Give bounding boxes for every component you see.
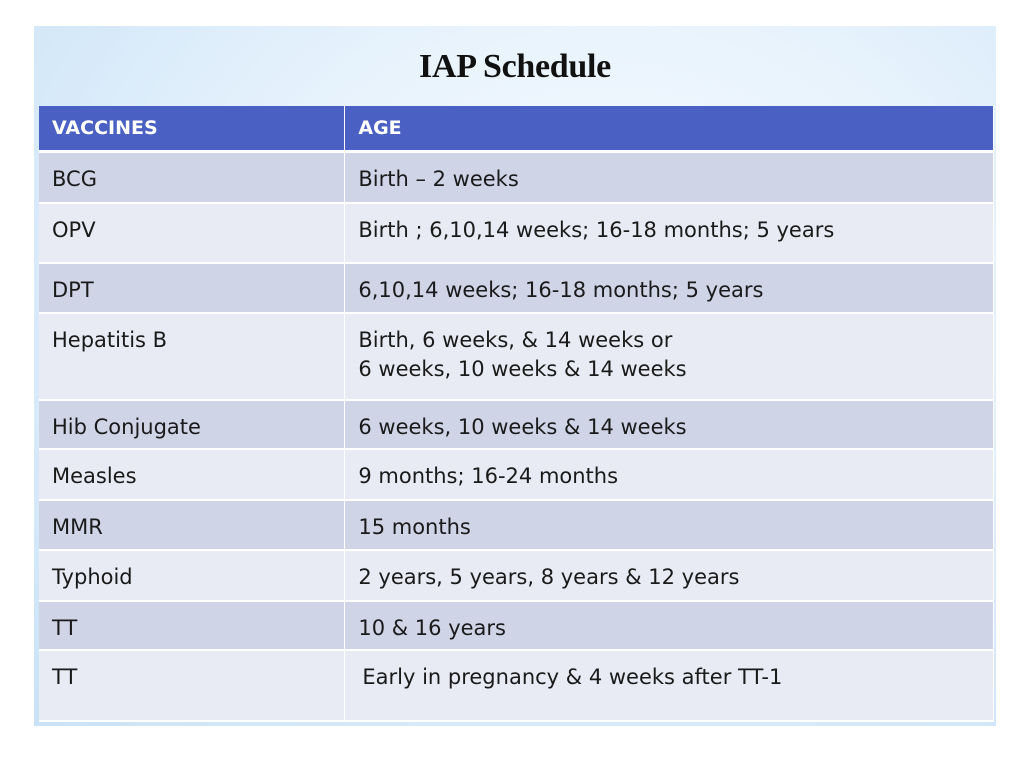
slide: IAP Schedule VACCINES AGE BCG Birth – 2 … <box>34 26 996 726</box>
table-row: TT 10 & 16 years <box>39 601 994 651</box>
age-line: 15 months <box>358 515 471 539</box>
vaccine-cell: DPT <box>39 263 346 314</box>
age-line: 6 weeks, 10 weeks & 14 weeks <box>358 415 687 439</box>
age-line: Birth – 2 weeks <box>358 167 519 191</box>
vaccine-cell: OPV <box>39 203 346 264</box>
age-line: 9 months; 16-24 months <box>358 464 619 488</box>
age-line: 10 & 16 years <box>358 616 506 640</box>
table-row: TT Early in pregnancy & 4 weeks after TT… <box>39 650 994 722</box>
age-cell: Birth, 6 weeks, & 14 weeks or 6 weeks, 1… <box>344 313 994 401</box>
vaccine-cell: Measles <box>39 449 346 501</box>
vaccine-cell: TT <box>39 650 346 722</box>
table-row: Typhoid 2 years, 5 years, 8 years & 12 y… <box>39 550 994 602</box>
vaccine-cell: Hepatitis B <box>39 313 346 401</box>
age-cell: Birth ; 6,10,14 weeks; 16-18 months; 5 y… <box>344 203 994 264</box>
age-line: Birth, 6 weeks, & 14 weeks or <box>358 328 673 352</box>
age-cell: Birth – 2 weeks <box>344 151 994 204</box>
table-row: OPV Birth ; 6,10,14 weeks; 16-18 months;… <box>39 203 994 264</box>
vaccine-cell: Typhoid <box>39 550 346 602</box>
age-line: 6 weeks, 10 weeks & 14 weeks <box>358 357 687 381</box>
table-row: MMR 15 months <box>39 500 994 551</box>
vaccine-schedule-table: VACCINES AGE BCG Birth – 2 weeks OPV Bir… <box>39 106 994 722</box>
table-header-row: VACCINES AGE <box>39 106 994 153</box>
header-age: AGE <box>344 106 994 153</box>
vaccine-cell: BCG <box>39 151 346 204</box>
age-cell: 9 months; 16-24 months <box>344 449 994 501</box>
age-cell: 6,10,14 weeks; 16-18 months; 5 years <box>344 263 994 314</box>
age-cell: 15 months <box>344 500 994 551</box>
table-row: BCG Birth – 2 weeks <box>39 151 994 204</box>
age-cell: Early in pregnancy & 4 weeks after TT-1 <box>344 650 994 722</box>
vaccine-cell: TT <box>39 601 346 651</box>
age-line: Early in pregnancy & 4 weeks after TT-1 <box>362 665 783 689</box>
vaccine-cell: Hib Conjugate <box>39 400 346 450</box>
table-row: Hib Conjugate 6 weeks, 10 weeks & 14 wee… <box>39 400 994 450</box>
header-vaccines: VACCINES <box>39 106 346 153</box>
age-line: 2 years, 5 years, 8 years & 12 years <box>358 565 740 589</box>
vaccine-cell: MMR <box>39 500 346 551</box>
table-row: DPT 6,10,14 weeks; 16-18 months; 5 years <box>39 263 994 314</box>
age-cell: 6 weeks, 10 weeks & 14 weeks <box>344 400 994 450</box>
age-line: Birth ; 6,10,14 weeks; 16-18 months; 5 y… <box>358 218 835 242</box>
slide-title: IAP Schedule <box>419 48 611 85</box>
age-line: 6,10,14 weeks; 16-18 months; 5 years <box>358 278 764 302</box>
age-cell: 10 & 16 years <box>344 601 994 651</box>
table-row: Hepatitis B Birth, 6 weeks, & 14 weeks o… <box>39 313 994 401</box>
table-row: Measles 9 months; 16-24 months <box>39 449 994 501</box>
age-cell: 2 years, 5 years, 8 years & 12 years <box>344 550 994 602</box>
